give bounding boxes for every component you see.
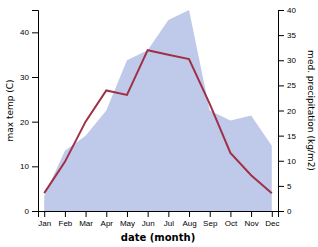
- x-tick-mark: [148, 211, 149, 217]
- x-tick: Jul: [164, 211, 174, 228]
- x-tick-label: Aug: [182, 219, 196, 228]
- x-tick: Aug: [182, 211, 196, 228]
- y-tick-label: 30: [20, 73, 29, 82]
- y-tick-mark: [32, 122, 38, 123]
- x-tick-mark: [251, 211, 252, 217]
- y2-tick-label: 30: [287, 56, 296, 65]
- y-tick: 30: [20, 73, 38, 82]
- x-tick-mark: [189, 211, 190, 217]
- x-tick: Dec: [265, 211, 279, 228]
- plot: Jan Feb Mar Apr May Jun Jul Aug Sep Oct Nov Dec 0 10 2…: [20, 6, 296, 228]
- y2-tick: 35: [278, 31, 296, 40]
- x-tick-mark: [230, 211, 231, 217]
- x-tick: Feb: [58, 211, 72, 228]
- temperature-line: [44, 50, 272, 193]
- x-tick: Oct: [225, 211, 238, 228]
- x-tick-label: Feb: [58, 219, 72, 228]
- y2-tick-label: 40: [287, 6, 296, 15]
- x-tick: Jan: [38, 211, 51, 228]
- x-tick-mark: [127, 211, 128, 217]
- y-tick-label: 10: [20, 162, 29, 171]
- x-tick-label: Oct: [225, 219, 238, 228]
- x-axis-title: date (month): [121, 232, 195, 243]
- x-tick-label: Jan: [38, 219, 51, 228]
- marks: [44, 10, 272, 211]
- y-tick-mark: [32, 77, 38, 78]
- x-tick-label: Jul: [164, 219, 174, 228]
- y2-tick: 5: [278, 182, 292, 191]
- y2-tick-mark: [278, 10, 284, 11]
- y2-tick: 20: [278, 107, 296, 116]
- x-tick-mark: [106, 211, 107, 217]
- y2-axis-title: med. precipitation (kg/m2): [306, 50, 316, 171]
- y-tick: 10: [20, 162, 38, 171]
- x-tick: Nov: [244, 211, 258, 228]
- y2-tick: 10: [278, 157, 296, 166]
- y2-tick: 15: [278, 132, 296, 141]
- y2-tick-mark: [278, 211, 284, 212]
- y2-tick-label: 20: [287, 107, 296, 116]
- x-tick: Jun: [142, 211, 155, 228]
- y-tick: 0: [25, 207, 38, 216]
- y2-tick-label: 0: [287, 207, 292, 216]
- x-tick: Mar: [79, 211, 93, 228]
- y-tick-mark: [32, 32, 38, 33]
- y2-tick-mark: [278, 35, 284, 36]
- x-tick-label: Nov: [244, 219, 258, 228]
- x-tick-label: Sep: [203, 219, 218, 228]
- y2-tick: 40: [278, 6, 296, 15]
- y-axis-line: [32, 11, 39, 212]
- x-tick-label: Mar: [79, 219, 93, 228]
- y-tick-label: 0: [25, 207, 30, 216]
- x-tick-mark: [210, 211, 211, 217]
- y2-tick: 0: [278, 207, 292, 216]
- x-tick-label: Dec: [265, 219, 279, 228]
- x-tick-label: Apr: [101, 219, 114, 228]
- x-tick: Sep: [203, 211, 218, 228]
- y2-tick-label: 10: [287, 157, 296, 166]
- y-tick-mark: [32, 211, 38, 212]
- y2-tick: 30: [278, 56, 296, 65]
- y-tick-mark: [32, 166, 38, 167]
- precipitation-area: [44, 10, 272, 211]
- y-axis: 0 10 20 30 40: [20, 11, 38, 217]
- y2-axis-line: [279, 11, 285, 212]
- y-tick-label: 20: [20, 118, 29, 127]
- x-axis-line: [39, 212, 279, 218]
- x-tick-label: May: [120, 219, 135, 228]
- y2-tick-mark: [278, 186, 284, 187]
- x-axis: Jan Feb Mar Apr May Jun Jul Aug Sep Oct Nov Dec: [38, 211, 279, 228]
- y-tick: 20: [20, 118, 38, 127]
- x-tick-mark: [65, 211, 66, 217]
- x-tick-label: Jun: [142, 219, 155, 228]
- y2-tick-mark: [278, 111, 284, 112]
- y2-tick-label: 35: [287, 31, 296, 40]
- x-tick-mark: [86, 211, 87, 217]
- y2-tick-mark: [278, 85, 284, 86]
- x-tick-mark: [44, 211, 45, 217]
- y2-tick-label: 5: [287, 182, 292, 191]
- y-tick-label: 40: [20, 28, 29, 37]
- y2-tick-label: 15: [287, 132, 296, 141]
- x-tick-mark: [272, 211, 273, 217]
- y-tick: 40: [20, 28, 38, 37]
- x-tick: Apr: [101, 211, 114, 228]
- y2-tick: 25: [278, 81, 296, 90]
- chart: Jan Feb Mar Apr May Jun Jul Aug Sep Oct Nov Dec 0 10 2…: [0, 0, 318, 247]
- y2-tick-mark: [278, 161, 284, 162]
- x-tick-mark: [168, 211, 169, 217]
- x-tick: May: [120, 211, 135, 228]
- y2-tick-mark: [278, 60, 284, 61]
- y2-axis: 0 5 10 15 20 25 30 35 40: [278, 6, 296, 216]
- y2-tick-mark: [278, 136, 284, 137]
- y2-tick-label: 25: [287, 81, 296, 90]
- y-axis-title: max temp (C): [5, 79, 15, 141]
